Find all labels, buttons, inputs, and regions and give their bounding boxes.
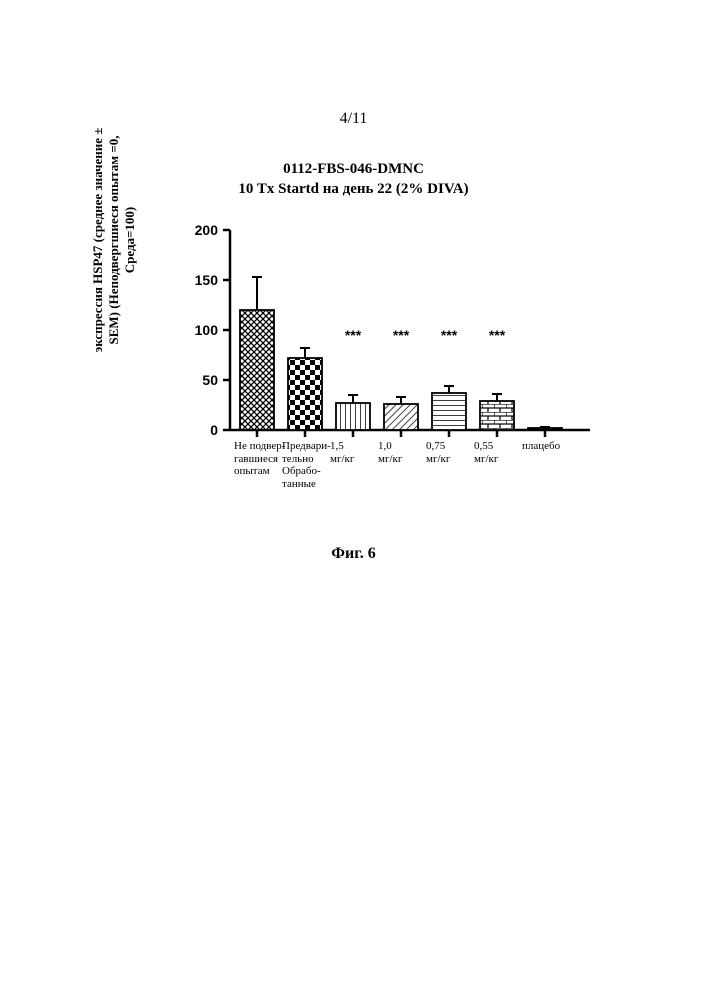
svg-text:50: 50	[202, 372, 218, 388]
svg-text:100: 100	[195, 322, 219, 338]
x-tick-label: Не подвер-гавшиесяопытам	[234, 440, 286, 478]
svg-text:0: 0	[210, 422, 218, 438]
svg-text:***: ***	[393, 327, 410, 343]
svg-text:***: ***	[489, 327, 506, 343]
x-tick-label: 1,0мг/кг	[378, 440, 430, 465]
svg-text:150: 150	[195, 272, 219, 288]
page: 4/11 0112-FBS-046-DMNC 10 Tx Startd на д…	[0, 0, 707, 1000]
svg-text:200: 200	[195, 222, 219, 238]
figure-caption: Фиг. 6	[0, 545, 707, 563]
x-tick-label: плацебо	[522, 440, 574, 453]
y-label-line-2: SEM) (Неподвергшиеся опытам =0,	[106, 136, 121, 345]
x-tick-label: Предвари-тельноОбрабо-танные	[282, 440, 334, 491]
y-label-line-3: Среда=100)	[122, 207, 137, 274]
x-tick-label: 0,55мг/кг	[474, 440, 526, 465]
title-line-1: 0112-FBS-046-DMNC	[283, 161, 424, 177]
y-axis-label: экспрессия HSP47 (среднее значение ± SEM…	[90, 110, 138, 370]
title-line-2: 10 Tx Startd на день 22 (2% DIVA)	[238, 181, 468, 197]
x-tick-label: 1,5мг/кг	[330, 440, 382, 465]
y-label-line-1: экспрессия HSP47 (среднее значение ±	[90, 128, 105, 353]
svg-text:***: ***	[441, 327, 458, 343]
svg-text:***: ***	[345, 327, 362, 343]
x-tick-label: 0,75мг/кг	[426, 440, 478, 465]
